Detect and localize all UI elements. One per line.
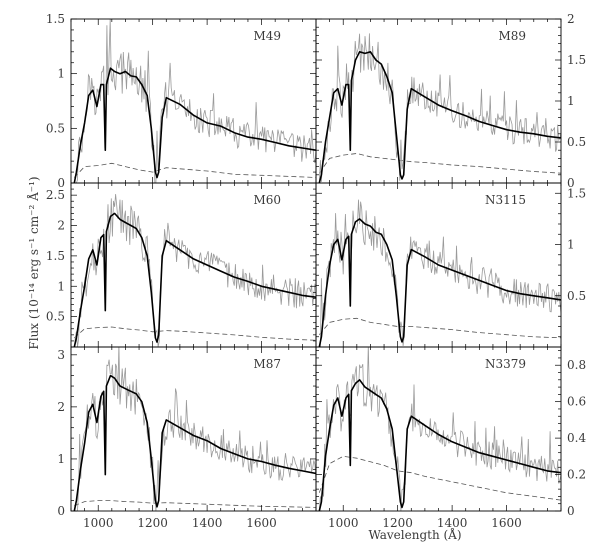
model-line [73, 212, 316, 347]
plot-area [318, 33, 561, 183]
plot-area [73, 19, 316, 183]
y-tick-label: 1.5 [46, 12, 65, 26]
plot-area [73, 347, 316, 511]
y-tick-label: 0 [57, 176, 65, 190]
plot-area [318, 347, 561, 511]
panel-name-label: M89 [498, 29, 526, 43]
y-tick-label: 0.5 [567, 135, 586, 149]
x-tick-label: 1400 [192, 516, 223, 530]
panel-m49: 0 0.5 1 1.5 M49 [46, 12, 317, 190]
panel-n3379: 0 0.2 0.4 0.6 0.8 1000 1200 1400 1600 N3379 [315, 346, 586, 530]
y-tick-label: 0.2 [567, 468, 586, 482]
y-tick-label: 3 [57, 348, 65, 362]
y-tick-label: 2 [57, 219, 65, 233]
y-tick-label: 2.5 [46, 188, 65, 202]
y-tick-label: 1.5 [567, 53, 586, 67]
panel-name-label: M60 [253, 193, 281, 207]
panel-name-label: M87 [253, 357, 281, 371]
observed-spectrum-line [74, 19, 316, 183]
observed-spectrum-line [74, 347, 316, 511]
component-line [318, 455, 561, 501]
y-tick-label: 0.6 [567, 395, 586, 409]
y-tick-label: 1.5 [567, 186, 586, 200]
observed-spectrum-line [318, 347, 561, 511]
x-tick-label: 1200 [137, 516, 168, 530]
x-tick-label: 1600 [491, 516, 522, 530]
model-line [318, 50, 561, 183]
plot-area [73, 194, 316, 347]
x-tick-label: 1000 [328, 516, 359, 530]
y-tick-label: 1 [57, 452, 65, 466]
y-tick-label: 0.4 [567, 431, 586, 445]
y-tick-label: 2 [567, 12, 575, 26]
y-tick-label: 0.5 [46, 121, 65, 135]
panel-m60: 0.5 1 1.5 2 2.5 M60 [46, 182, 317, 348]
observed-spectrum-line [318, 33, 561, 183]
observed-spectrum-line [73, 194, 316, 347]
plot-area [318, 199, 561, 347]
x-tick-label: 1600 [246, 516, 277, 530]
y-tick-label: 0.8 [567, 358, 586, 372]
component-line [74, 162, 316, 178]
x-axis-title: Wavelength (Å) [368, 527, 461, 542]
y-tick-label: 1 [57, 67, 65, 81]
panel-name-label: N3115 [485, 193, 526, 207]
component-line [74, 500, 316, 508]
y-tick-label: 0.5 [567, 289, 586, 303]
component-line [318, 153, 561, 174]
y-tick-label: 0.5 [46, 310, 65, 324]
x-tick-label: 1000 [83, 516, 114, 530]
panel-name-label: N3379 [485, 357, 526, 371]
panel-frame [315, 18, 562, 184]
model-line [318, 218, 561, 347]
panel-name-label: M49 [253, 29, 281, 43]
y-tick-label: 1.5 [46, 249, 65, 263]
model-line [73, 374, 316, 511]
y-tick-label: 1 [57, 279, 65, 293]
y-tick-label: 2 [57, 400, 65, 414]
panel-m89: 0 0.5 1 1.5 2 M89 [315, 12, 586, 190]
y-tick-label: 0 [567, 176, 575, 190]
component-line [74, 326, 316, 341]
panel-frame [315, 346, 562, 512]
y-tick-label: 1 [567, 94, 575, 108]
model-line [318, 378, 561, 511]
y-tick-label: 0 [567, 504, 575, 518]
panel-frame [70, 18, 317, 184]
y-tick-label: 0 [57, 504, 65, 518]
x-tick-label: 1400 [437, 516, 468, 530]
component-line [318, 317, 561, 339]
observed-spectrum-line [319, 199, 561, 347]
panel-n3115: 0.5 1 1.5 N3115 [315, 182, 586, 348]
model-line [73, 67, 316, 183]
x-tick-label: 1200 [382, 516, 413, 530]
y-axis-title: Flux (10⁻¹⁴ erg s⁻¹ cm⁻² Å⁻¹) [26, 176, 41, 349]
y-tick-label: 1 [567, 238, 575, 252]
panel-m87: 0 1 2 3 1000 1200 1400 1600 M87 [57, 346, 317, 530]
